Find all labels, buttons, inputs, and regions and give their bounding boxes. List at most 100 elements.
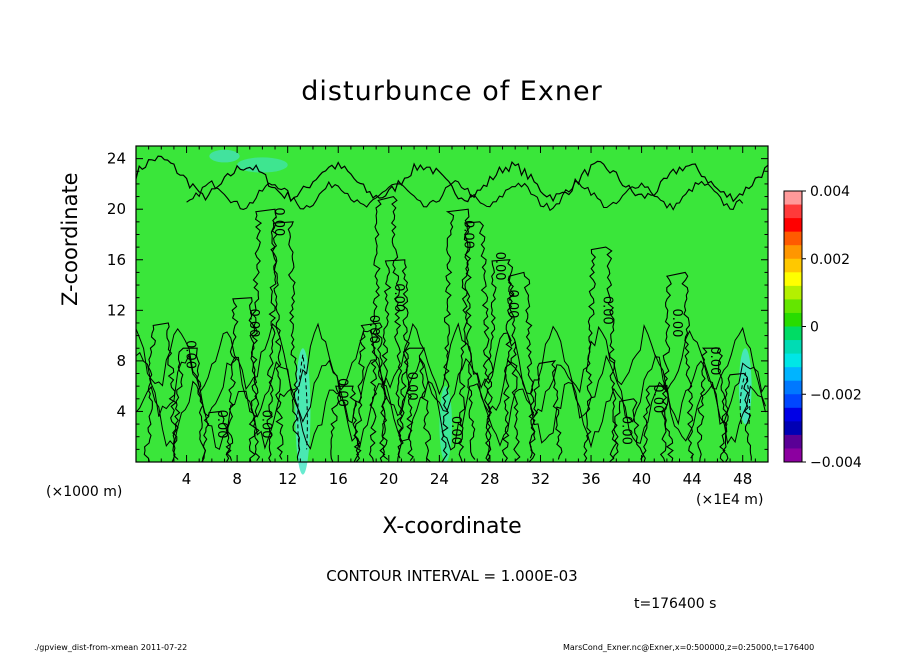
colorbar-segment — [784, 299, 802, 314]
contour-line — [266, 221, 301, 462]
contour-line — [485, 259, 521, 462]
contour-label: 0.00 — [492, 252, 507, 281]
colorbar-segment — [784, 434, 802, 449]
time-label: t=176400 s — [634, 596, 717, 612]
y-tick-label: 24 — [107, 150, 126, 168]
y-tick-label: 4 — [116, 402, 126, 420]
contour-label: 0.00 — [505, 290, 520, 319]
contour-label: 0.00 — [669, 308, 684, 337]
contour-label: 0.00 — [214, 410, 229, 439]
colorbar-segment — [784, 340, 802, 355]
contour-line — [528, 360, 563, 462]
contour-label: 0.00 — [650, 384, 665, 413]
contour-label: 0.00 — [246, 308, 261, 337]
x-tick-label: 28 — [480, 470, 499, 488]
contour-line — [583, 246, 619, 462]
x-tick-label: 44 — [683, 470, 702, 488]
contour-line — [440, 208, 476, 462]
colorbar: 0.004 0.002 0 −0.002 −0.004 — [783, 184, 862, 471]
colorbar-segment — [784, 380, 802, 395]
contour-label: 0.00 — [404, 372, 419, 401]
contour-line — [379, 259, 414, 462]
contour-label: 0.00 — [391, 283, 406, 312]
x-tick-label: 16 — [329, 470, 348, 488]
anomaly-region — [209, 149, 240, 163]
x-tick-label: 40 — [632, 470, 651, 488]
negative-contour-line — [297, 354, 308, 450]
footer-left: ./gpview_dist-from-xmean 2011-07-22 — [34, 643, 188, 652]
x-tick-label: 8 — [232, 470, 242, 488]
colorbar-segment — [784, 407, 802, 422]
contour-line — [171, 347, 206, 462]
y-tick-label: 16 — [107, 251, 126, 269]
y-tick-label: 12 — [107, 301, 126, 319]
colorbar-segment — [784, 231, 802, 246]
plot-area — [136, 146, 768, 475]
anomaly-region — [237, 157, 288, 173]
colorbar-segment — [784, 394, 802, 409]
contour-line — [659, 271, 695, 462]
colorbar-tick-label: −0.002 — [810, 387, 862, 403]
contour-line — [353, 322, 389, 462]
contour-label: 0.00 — [600, 296, 615, 325]
contour-line — [201, 410, 233, 462]
colorbar-tick-label: 0 — [810, 320, 819, 336]
contour-label: 0.00 — [461, 220, 476, 249]
colorbar-segment — [784, 448, 802, 463]
footer-right: MarsCond_Exner.nc@Exner,x=0:500000,z=0:2… — [563, 643, 815, 652]
colorbar-segment — [784, 353, 802, 368]
x-tick-label: 12 — [278, 470, 297, 488]
contour-label: 0.00 — [183, 340, 198, 369]
contour-line — [136, 322, 766, 396]
x-tick-label: 48 — [733, 470, 752, 488]
contour-lines — [136, 155, 768, 462]
contour-label: 0.00 — [619, 416, 634, 445]
contour-line — [136, 380, 766, 451]
colorbar-segment — [784, 191, 802, 206]
colorbar-tick-label: 0.004 — [810, 184, 850, 200]
x-unit-label: (×1000 m) — [46, 484, 123, 500]
colorbar-segment — [784, 218, 802, 233]
colorbar-segment — [784, 367, 802, 382]
colorbar-segment — [784, 421, 802, 436]
field-background — [136, 146, 768, 462]
contour-label: 0.00 — [271, 207, 286, 236]
contour-line — [248, 208, 284, 462]
x-tick-label: 32 — [531, 470, 550, 488]
contour-label: 0.00 — [448, 416, 463, 445]
y-tick-label: 8 — [116, 352, 126, 370]
colorbar-segment — [784, 326, 802, 341]
colorbar-segment — [784, 245, 802, 260]
contour-line — [186, 179, 744, 212]
x-tick-label: 4 — [182, 470, 192, 488]
colorbar-segment — [784, 204, 802, 219]
contour-line — [397, 347, 431, 462]
chart-title: disturbunce of Exner — [301, 76, 603, 107]
contour-line — [642, 385, 674, 462]
contour-line — [225, 297, 261, 462]
contour-line — [136, 155, 768, 203]
x-axis-label: X-coordinate — [382, 514, 522, 539]
contour-line — [609, 398, 644, 462]
contour-line — [501, 271, 536, 462]
contour-line — [368, 195, 403, 462]
colorbar-segment — [784, 285, 802, 300]
y-tick-label: 20 — [107, 200, 126, 218]
colorbar-tick-label: 0.002 — [810, 252, 850, 268]
contour-label: 0.00 — [334, 378, 349, 407]
contour-interval-label: CONTOUR INTERVAL = 1.000E-03 — [326, 567, 578, 585]
anomaly-region — [738, 348, 752, 425]
colorbar-tick-label: −0.004 — [810, 455, 862, 471]
colorbar-segment — [784, 258, 802, 273]
colorbar-segment — [784, 272, 802, 287]
contour-label: 0.00 — [258, 410, 273, 439]
colorbar-segment — [784, 312, 802, 327]
contour-line — [143, 322, 179, 462]
contour-label: 0.00 — [366, 315, 381, 344]
contour-labels: 0.00 0.00 0.00 0.00 0.00 0.00 0.00 0.00 0.00 0.00… — [183, 207, 723, 445]
x-tick-label: 24 — [430, 470, 449, 488]
x-tick-label: 36 — [581, 470, 600, 488]
negative-contour-line — [739, 371, 751, 425]
x-tick-label: 20 — [379, 470, 398, 488]
